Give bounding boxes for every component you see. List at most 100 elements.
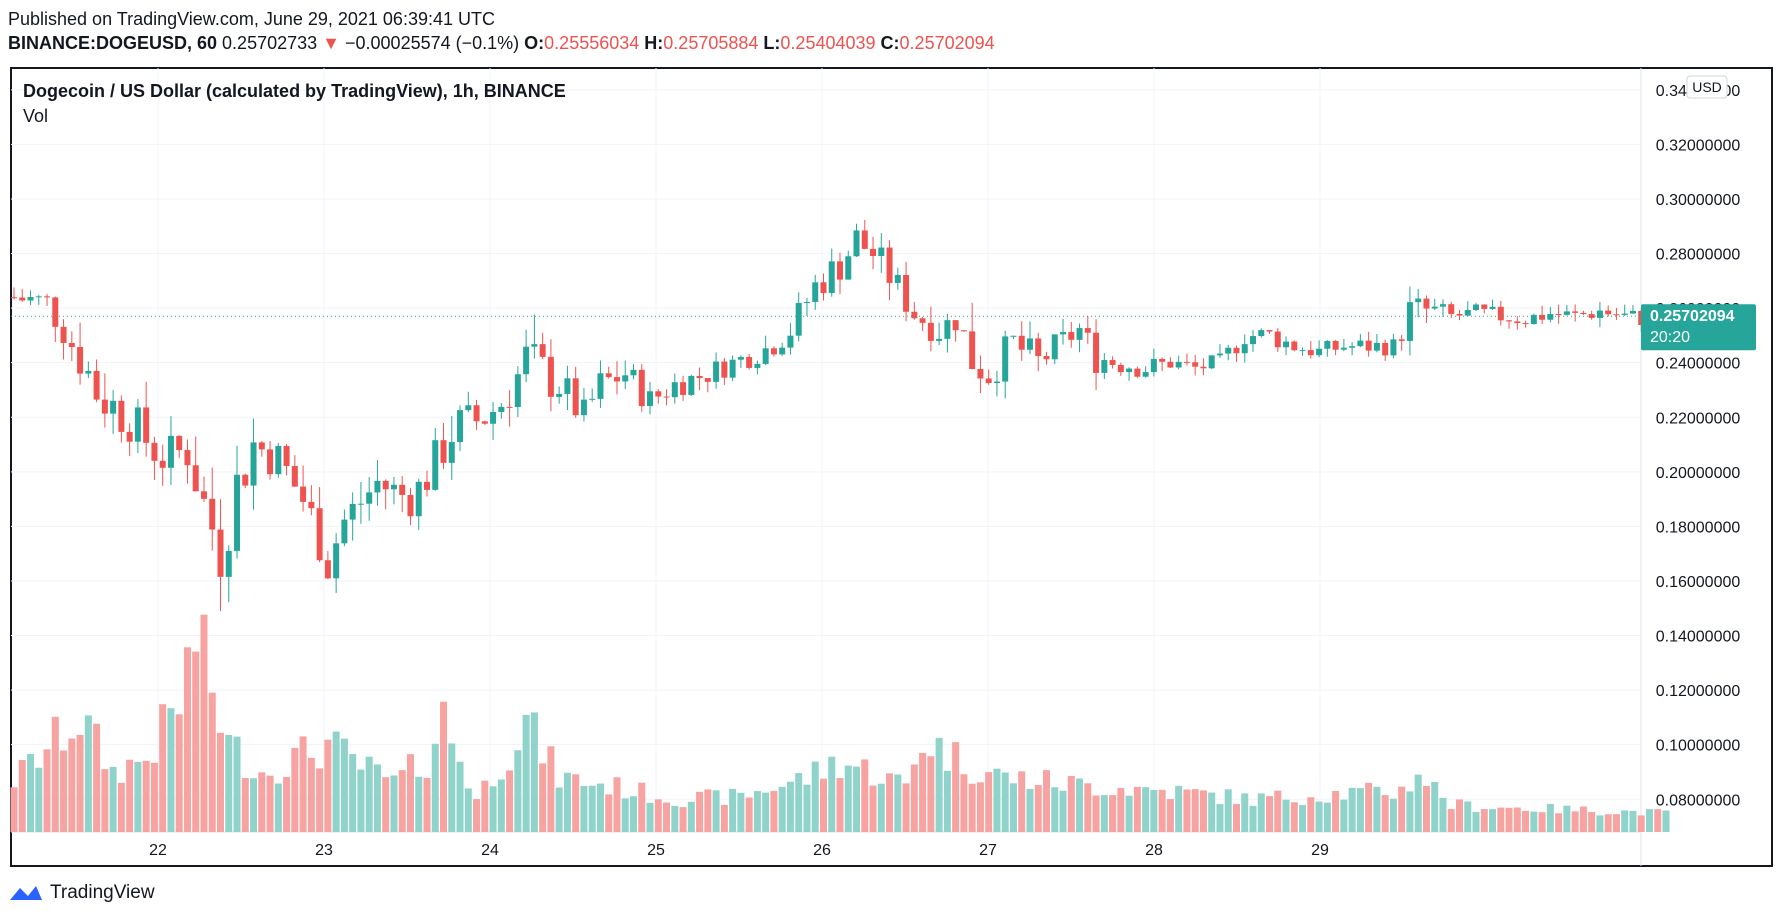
candle-body	[927, 322, 934, 341]
volume-bar	[1571, 811, 1579, 832]
candle-body	[795, 302, 802, 336]
volume-bar	[1381, 795, 1389, 832]
candle-body	[1134, 368, 1141, 377]
volume-bar	[1191, 789, 1199, 832]
volume-bar	[1199, 790, 1207, 832]
volume-bar	[819, 778, 827, 832]
candle-body	[60, 326, 67, 343]
candle-body	[828, 261, 835, 294]
volume-bar	[1299, 805, 1307, 832]
volume-bar	[1365, 782, 1373, 832]
volume-bar	[365, 756, 373, 832]
change-value: −0.00025574 (−0.1%)	[345, 33, 520, 53]
candle-body	[118, 400, 125, 432]
currency-button[interactable]: USD	[1686, 75, 1728, 99]
volume-bar	[630, 796, 637, 832]
candle-body	[845, 256, 852, 280]
volume-bar	[1208, 792, 1216, 832]
volume-bar	[406, 754, 414, 832]
x-tick-label: 22	[149, 842, 167, 859]
candle-body	[911, 311, 918, 319]
candle-body	[283, 445, 290, 466]
x-tick-label: 24	[481, 842, 499, 859]
candle-body	[547, 356, 554, 397]
candle-body	[424, 481, 430, 490]
candle-body	[638, 369, 645, 407]
volume-bar	[258, 772, 266, 832]
candle-body	[1150, 358, 1157, 373]
x-tick-label: 26	[813, 842, 831, 859]
volume-bar	[390, 775, 398, 832]
candle-body	[126, 431, 133, 442]
candle-body	[1555, 314, 1562, 316]
volume-bar	[1257, 793, 1265, 832]
candle-body	[291, 465, 298, 487]
candle-body	[93, 370, 100, 400]
volume-bar	[646, 802, 654, 832]
volume-bar	[960, 774, 968, 832]
candle-body	[1613, 314, 1620, 316]
brand-name: TradingView	[50, 882, 155, 903]
candle-body	[1481, 304, 1488, 309]
volume-bar	[762, 792, 770, 832]
volume-bar	[927, 756, 935, 832]
candle-body	[324, 560, 331, 579]
candle-body	[1002, 336, 1009, 382]
volume-bar	[580, 785, 588, 832]
candle-body	[1448, 304, 1455, 314]
candle-body	[1316, 348, 1323, 356]
candle-body	[44, 296, 51, 298]
candle-body	[903, 275, 910, 312]
volume-bar	[795, 773, 803, 832]
volume-bar	[340, 738, 348, 832]
candle-body	[556, 393, 563, 397]
volume-bar	[1092, 795, 1100, 832]
candle-body	[713, 361, 720, 382]
candle-body	[770, 348, 777, 355]
candle-body	[1035, 338, 1042, 357]
candle-body	[242, 474, 249, 486]
candle-body	[671, 382, 678, 398]
volume-bar	[1166, 799, 1174, 832]
volume-bar	[1125, 795, 1133, 832]
volume-bar	[894, 774, 902, 832]
footer-brand[interactable]: TradingView	[8, 882, 155, 904]
candle-body	[167, 435, 174, 468]
volume-bar	[1241, 793, 1249, 832]
volume-bar	[753, 791, 761, 832]
volume-bar	[1489, 809, 1497, 832]
volume-bar	[506, 770, 514, 832]
volume-bar	[1067, 775, 1075, 832]
volume-bar	[440, 701, 448, 832]
candle-body	[457, 410, 464, 443]
candle-body	[1175, 361, 1182, 368]
y-tick-label: 0.28000000	[1656, 247, 1741, 264]
volume-bar	[1158, 789, 1166, 832]
candle-body	[1258, 330, 1265, 337]
candle-body	[267, 449, 274, 475]
volume-bar	[1596, 815, 1604, 832]
volume-bar	[250, 778, 258, 832]
candle-body	[1621, 313, 1628, 315]
volume-bar	[943, 770, 951, 832]
candle-body	[68, 342, 75, 347]
volume-bar	[729, 788, 737, 832]
volume-bar	[1414, 774, 1422, 832]
volume-bar	[1447, 809, 1455, 832]
candle-body	[886, 247, 893, 283]
volume-bar	[514, 750, 522, 832]
volume-bar	[1654, 809, 1662, 832]
y-tick-label: 0.16000000	[1656, 574, 1741, 591]
volume-bar	[1373, 786, 1381, 832]
candle-body	[1580, 312, 1587, 315]
y-tick-label: 0.10000000	[1656, 738, 1741, 755]
volume-bar	[1497, 807, 1505, 832]
volume-bar	[283, 776, 291, 832]
candle-body	[390, 484, 397, 490]
volume-bar	[266, 775, 274, 832]
volume-bar	[968, 783, 976, 832]
candle-body	[605, 373, 612, 378]
volume-bar	[1340, 799, 1348, 832]
volume-bar	[489, 786, 497, 832]
